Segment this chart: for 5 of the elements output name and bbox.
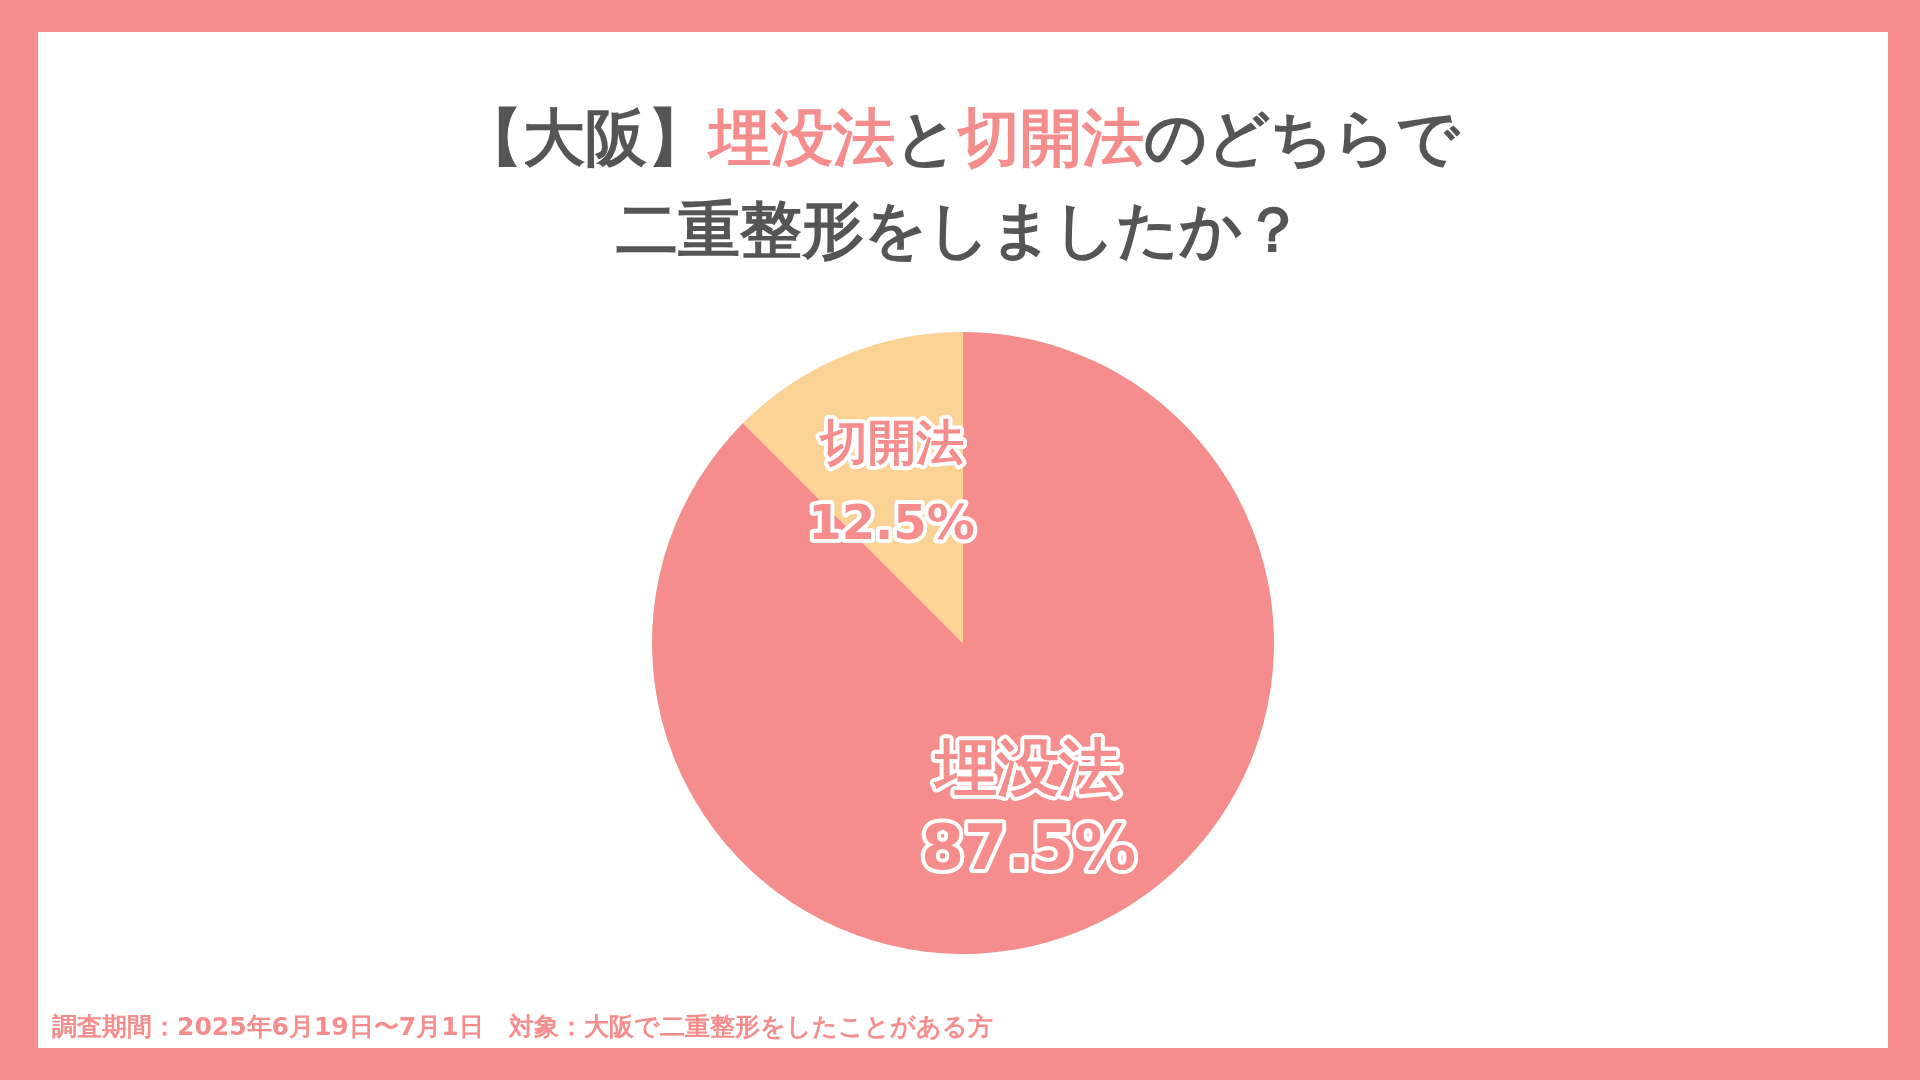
slice-label: 切開法 xyxy=(817,413,964,470)
text: 調査期間：2025年6月19日〜7月1日 対象：大阪で二重整形をしたことがある方 xyxy=(52,1011,993,1043)
data-label: 87.5% xyxy=(920,811,1136,885)
chart-title: 【大阪】埋没法と切開法のどちらで二重整形をしましたか？ xyxy=(460,100,1460,268)
pie-slice xyxy=(652,332,1274,954)
